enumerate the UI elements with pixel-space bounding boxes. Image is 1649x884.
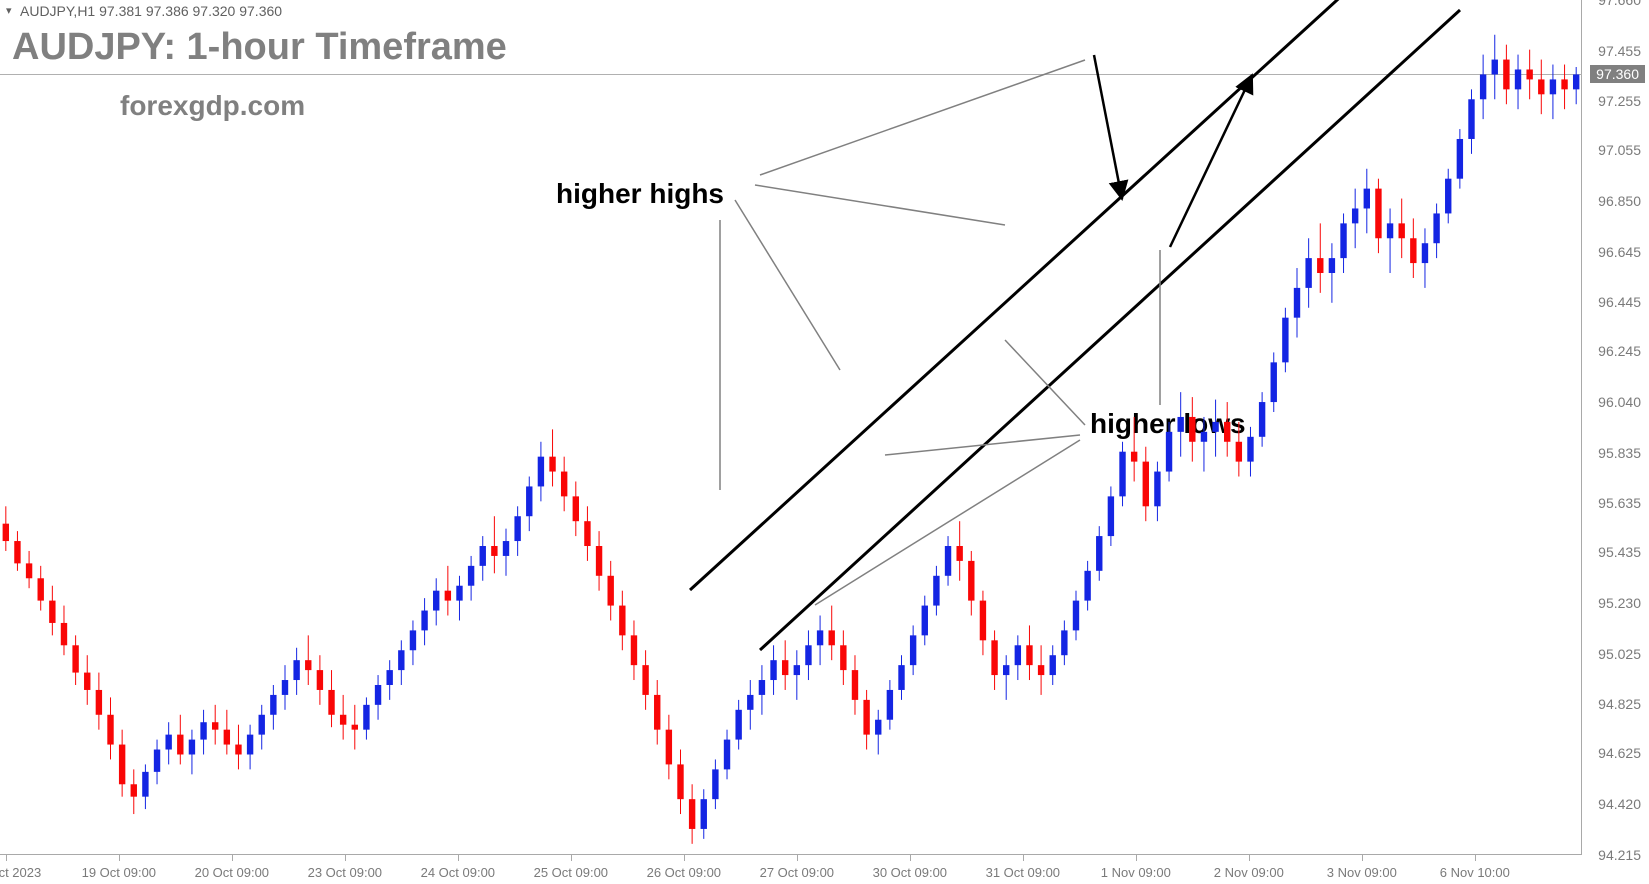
annotation-higher-highs: higher highs [556,178,724,210]
x-tick-label: 31 Oct 09:00 [986,865,1060,880]
y-tick-label: 96.040 [1598,394,1641,410]
x-tick-label: 1 Nov 09:00 [1101,865,1171,880]
x-tick-label: 26 Oct 09:00 [647,865,721,880]
y-tick-label: 97.255 [1598,93,1641,109]
x-tick-label: 3 Nov 09:00 [1327,865,1397,880]
x-tick-label: 24 Oct 09:00 [421,865,495,880]
y-tick-label: 94.625 [1598,745,1641,761]
x-tick-label: 25 Oct 09:00 [534,865,608,880]
y-tick-label: 97.055 [1598,142,1641,158]
chart-title: AUDJPY: 1-hour Timeframe [12,26,507,69]
x-tick-label: 6 Nov 10:00 [1440,865,1510,880]
x-tick-label: 27 Oct 09:00 [760,865,834,880]
y-tick-label: 97.660 [1598,0,1641,8]
x-tick-label: 23 Oct 09:00 [308,865,382,880]
y-tick-label: 94.420 [1598,796,1641,812]
x-tick-label: 20 Oct 09:00 [195,865,269,880]
current-price-line [0,74,1582,75]
y-tick-label: 96.850 [1598,193,1641,209]
y-tick-label: 96.445 [1598,294,1641,310]
y-tick-label: 97.455 [1598,43,1641,59]
x-tick-label: 2 Nov 09:00 [1214,865,1284,880]
y-tick-label: 96.245 [1598,343,1641,359]
y-tick-label: 95.435 [1598,544,1641,560]
y-tick-label: 95.635 [1598,495,1641,511]
plot-area[interactable] [0,0,1582,855]
y-tick-label: 95.025 [1598,646,1641,662]
watermark: forexgdp.com [120,90,305,122]
x-tick-label: 19 Oct 09:00 [82,865,156,880]
chart-container: ▾ AUDJPY,H1 97.381 97.386 97.320 97.360 … [0,0,1649,884]
ohlc-readout: AUDJPY,H1 97.381 97.386 97.320 97.360 [20,3,282,19]
y-tick-label: 95.230 [1598,595,1641,611]
y-tick-label: 94.825 [1598,696,1641,712]
annotation-higher-lows: higher lows [1090,408,1246,440]
x-tick-label: 18 Oct 2023 [0,865,41,880]
y-tick-label: 95.835 [1598,445,1641,461]
y-tick-label: 94.215 [1598,847,1641,863]
symbol-arrow-icon: ▾ [6,4,12,17]
y-axis: 97.660 97.455 97.255 97.055 96.850 96.645 96.4… [1582,0,1649,855]
x-axis: 18 Oct 2023 19 Oct 09:00 20 Oct 09:00 23 Oc… [0,855,1582,884]
y-tick-label: 96.645 [1598,244,1641,260]
x-tick-label: 30 Oct 09:00 [873,865,947,880]
